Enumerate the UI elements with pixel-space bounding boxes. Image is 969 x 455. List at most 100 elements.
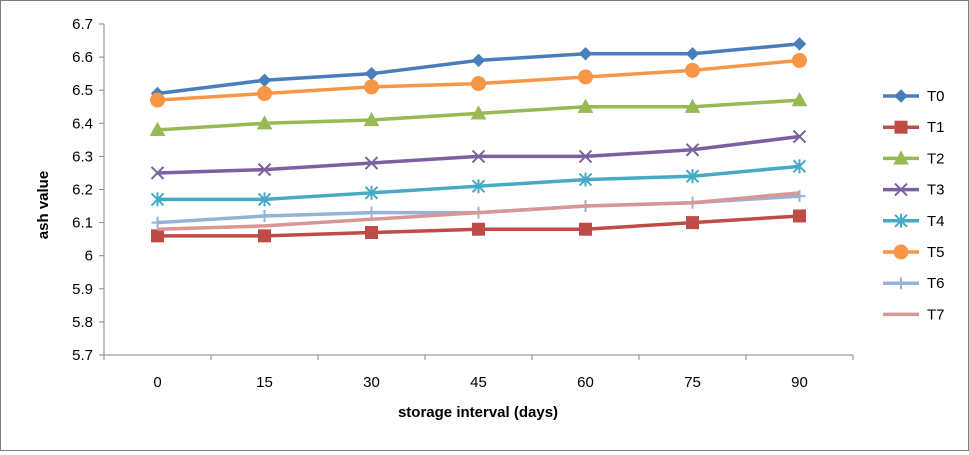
- legend-marker-t2: [893, 150, 909, 165]
- legend-item-t1: T1: [883, 119, 945, 136]
- legend-label-t5: T5: [927, 244, 945, 261]
- legend-marker-t4: [894, 213, 908, 228]
- data-point-t5: [685, 62, 700, 78]
- data-point-t3: [685, 143, 700, 157]
- data-point-t6: [793, 190, 806, 203]
- data-point-t3: [257, 162, 272, 177]
- y-axis-title: ash value: [35, 171, 52, 239]
- y-tick-label: 6.7: [72, 16, 93, 33]
- legend-label-t1: T1: [927, 119, 945, 136]
- y-tick-label: 5.7: [72, 347, 93, 364]
- data-point-t1: [365, 226, 378, 240]
- y-tick-label: 5.9: [72, 281, 93, 298]
- legend-marker-t6: [895, 277, 907, 290]
- y-tick-label: 5.8: [72, 314, 93, 331]
- data-point-t0: [471, 53, 486, 68]
- axes: 5.7 5.8 5.9 6 6.1 6.2 6.3 6.4 6.5 6.6 6.7 0 15 30 45 60…: [72, 16, 854, 391]
- x-tick-label: 60: [577, 374, 594, 391]
- y-tick-label: 6.4: [72, 115, 93, 132]
- data-point-t5: [257, 86, 272, 102]
- x-tick-label: 30: [363, 374, 380, 391]
- data-point-t2: [363, 111, 380, 127]
- data-point-t2: [256, 115, 273, 130]
- data-point-t0: [364, 66, 379, 81]
- legend-item-t3: T3: [883, 182, 945, 199]
- data-point-t5: [364, 79, 379, 95]
- data-point-t0: [257, 73, 272, 87]
- x-tick-label: 0: [153, 374, 161, 391]
- legend-label-t3: T3: [927, 182, 945, 199]
- data-point-t4: [792, 159, 807, 174]
- data-point-t2: [684, 98, 701, 113]
- data-point-t1: [579, 222, 592, 236]
- series-t7: [157, 191, 800, 231]
- legend-label-t4: T4: [927, 213, 945, 230]
- data-point-t2: [791, 92, 808, 107]
- legend-item-t7: T7: [883, 306, 945, 323]
- data-point-t1: [686, 216, 699, 230]
- data-point-t5: [471, 76, 486, 92]
- x-tick-label: 75: [684, 374, 701, 391]
- legend-item-t6: T6: [883, 275, 945, 292]
- legend-label-t0: T0: [927, 88, 945, 105]
- x-tick-label: 45: [470, 374, 487, 391]
- series-t3: [150, 129, 807, 180]
- x-axis-title: storage interval (days): [398, 404, 558, 421]
- data-point-t2: [149, 121, 166, 137]
- legend-marker-t5: [893, 244, 909, 260]
- series-t5: [150, 52, 807, 108]
- x-tick-label: 15: [256, 374, 273, 391]
- y-tick-label: 6.6: [72, 49, 93, 66]
- y-tick-label: 6: [85, 248, 93, 265]
- data-point-t4: [578, 172, 593, 187]
- data-point-t3: [578, 149, 593, 164]
- data-point-t2: [470, 105, 487, 120]
- y-tick-label: 6.5: [72, 82, 93, 99]
- data-point-t6: [258, 209, 271, 222]
- data-point-t2: [577, 98, 594, 113]
- legend-label-t6: T6: [927, 275, 945, 292]
- data-point-t3: [150, 166, 165, 180]
- data-point-t4: [257, 192, 272, 207]
- series-line-t3: [157, 134, 800, 175]
- legend-item-t5: T5: [883, 244, 945, 261]
- data-point-t5: [792, 52, 807, 68]
- legend: T0 T1 T2 T3 T4 T5 T6 T7: [883, 88, 945, 323]
- data-point-t4: [364, 185, 379, 200]
- y-tick-label: 6.2: [72, 182, 93, 199]
- data-point-t3: [471, 149, 486, 164]
- y-tick-label: 6.1: [72, 215, 93, 232]
- legend-item-t2: T2: [883, 150, 945, 167]
- series-t0: [150, 37, 807, 101]
- data-point-t1: [258, 229, 271, 243]
- legend-marker-t0: [894, 89, 908, 103]
- data-point-t0: [685, 47, 700, 61]
- legend-item-t0: T0: [883, 88, 945, 105]
- legend-label-t2: T2: [927, 150, 945, 167]
- series-group: [149, 37, 808, 243]
- legend-marker-t1: [894, 120, 908, 134]
- data-point-t5: [150, 92, 165, 108]
- series-t4: [150, 159, 807, 207]
- data-point-t4: [150, 192, 165, 207]
- data-point-t4: [685, 169, 700, 184]
- legend-item-t4: T4: [883, 213, 945, 230]
- series-t2: [149, 92, 808, 137]
- legend-label-t7: T7: [927, 306, 945, 323]
- data-point-t3: [364, 156, 379, 170]
- y-tick-label: 6.3: [72, 148, 93, 165]
- data-point-t6: [365, 206, 378, 219]
- series-t1: [151, 209, 806, 243]
- data-point-t1: [151, 229, 164, 243]
- data-point-t4: [471, 179, 486, 194]
- legend-marker-t3: [894, 182, 908, 197]
- data-point-t1: [793, 209, 806, 223]
- x-tick-label: 90: [791, 374, 808, 391]
- data-point-t0: [792, 37, 807, 51]
- data-point-t0: [578, 47, 593, 61]
- data-point-t5: [578, 69, 593, 85]
- data-point-t1: [472, 222, 485, 236]
- series-line-t7: [157, 191, 800, 231]
- data-point-t3: [792, 129, 807, 144]
